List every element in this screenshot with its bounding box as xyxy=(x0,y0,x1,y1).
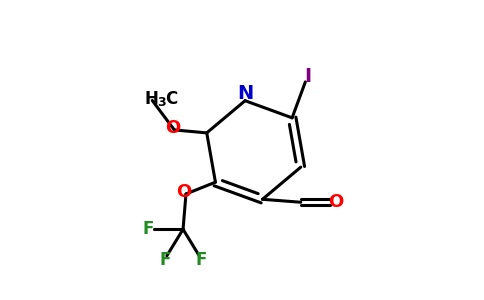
Text: C: C xyxy=(166,90,178,108)
Text: F: F xyxy=(160,250,171,268)
Text: H: H xyxy=(145,90,159,108)
Text: O: O xyxy=(165,119,181,137)
Text: F: F xyxy=(143,220,154,238)
Text: O: O xyxy=(329,193,344,211)
Text: F: F xyxy=(195,250,206,268)
Text: 3: 3 xyxy=(158,96,166,109)
Text: I: I xyxy=(304,68,312,86)
Text: N: N xyxy=(237,84,253,103)
Text: O: O xyxy=(176,184,191,202)
